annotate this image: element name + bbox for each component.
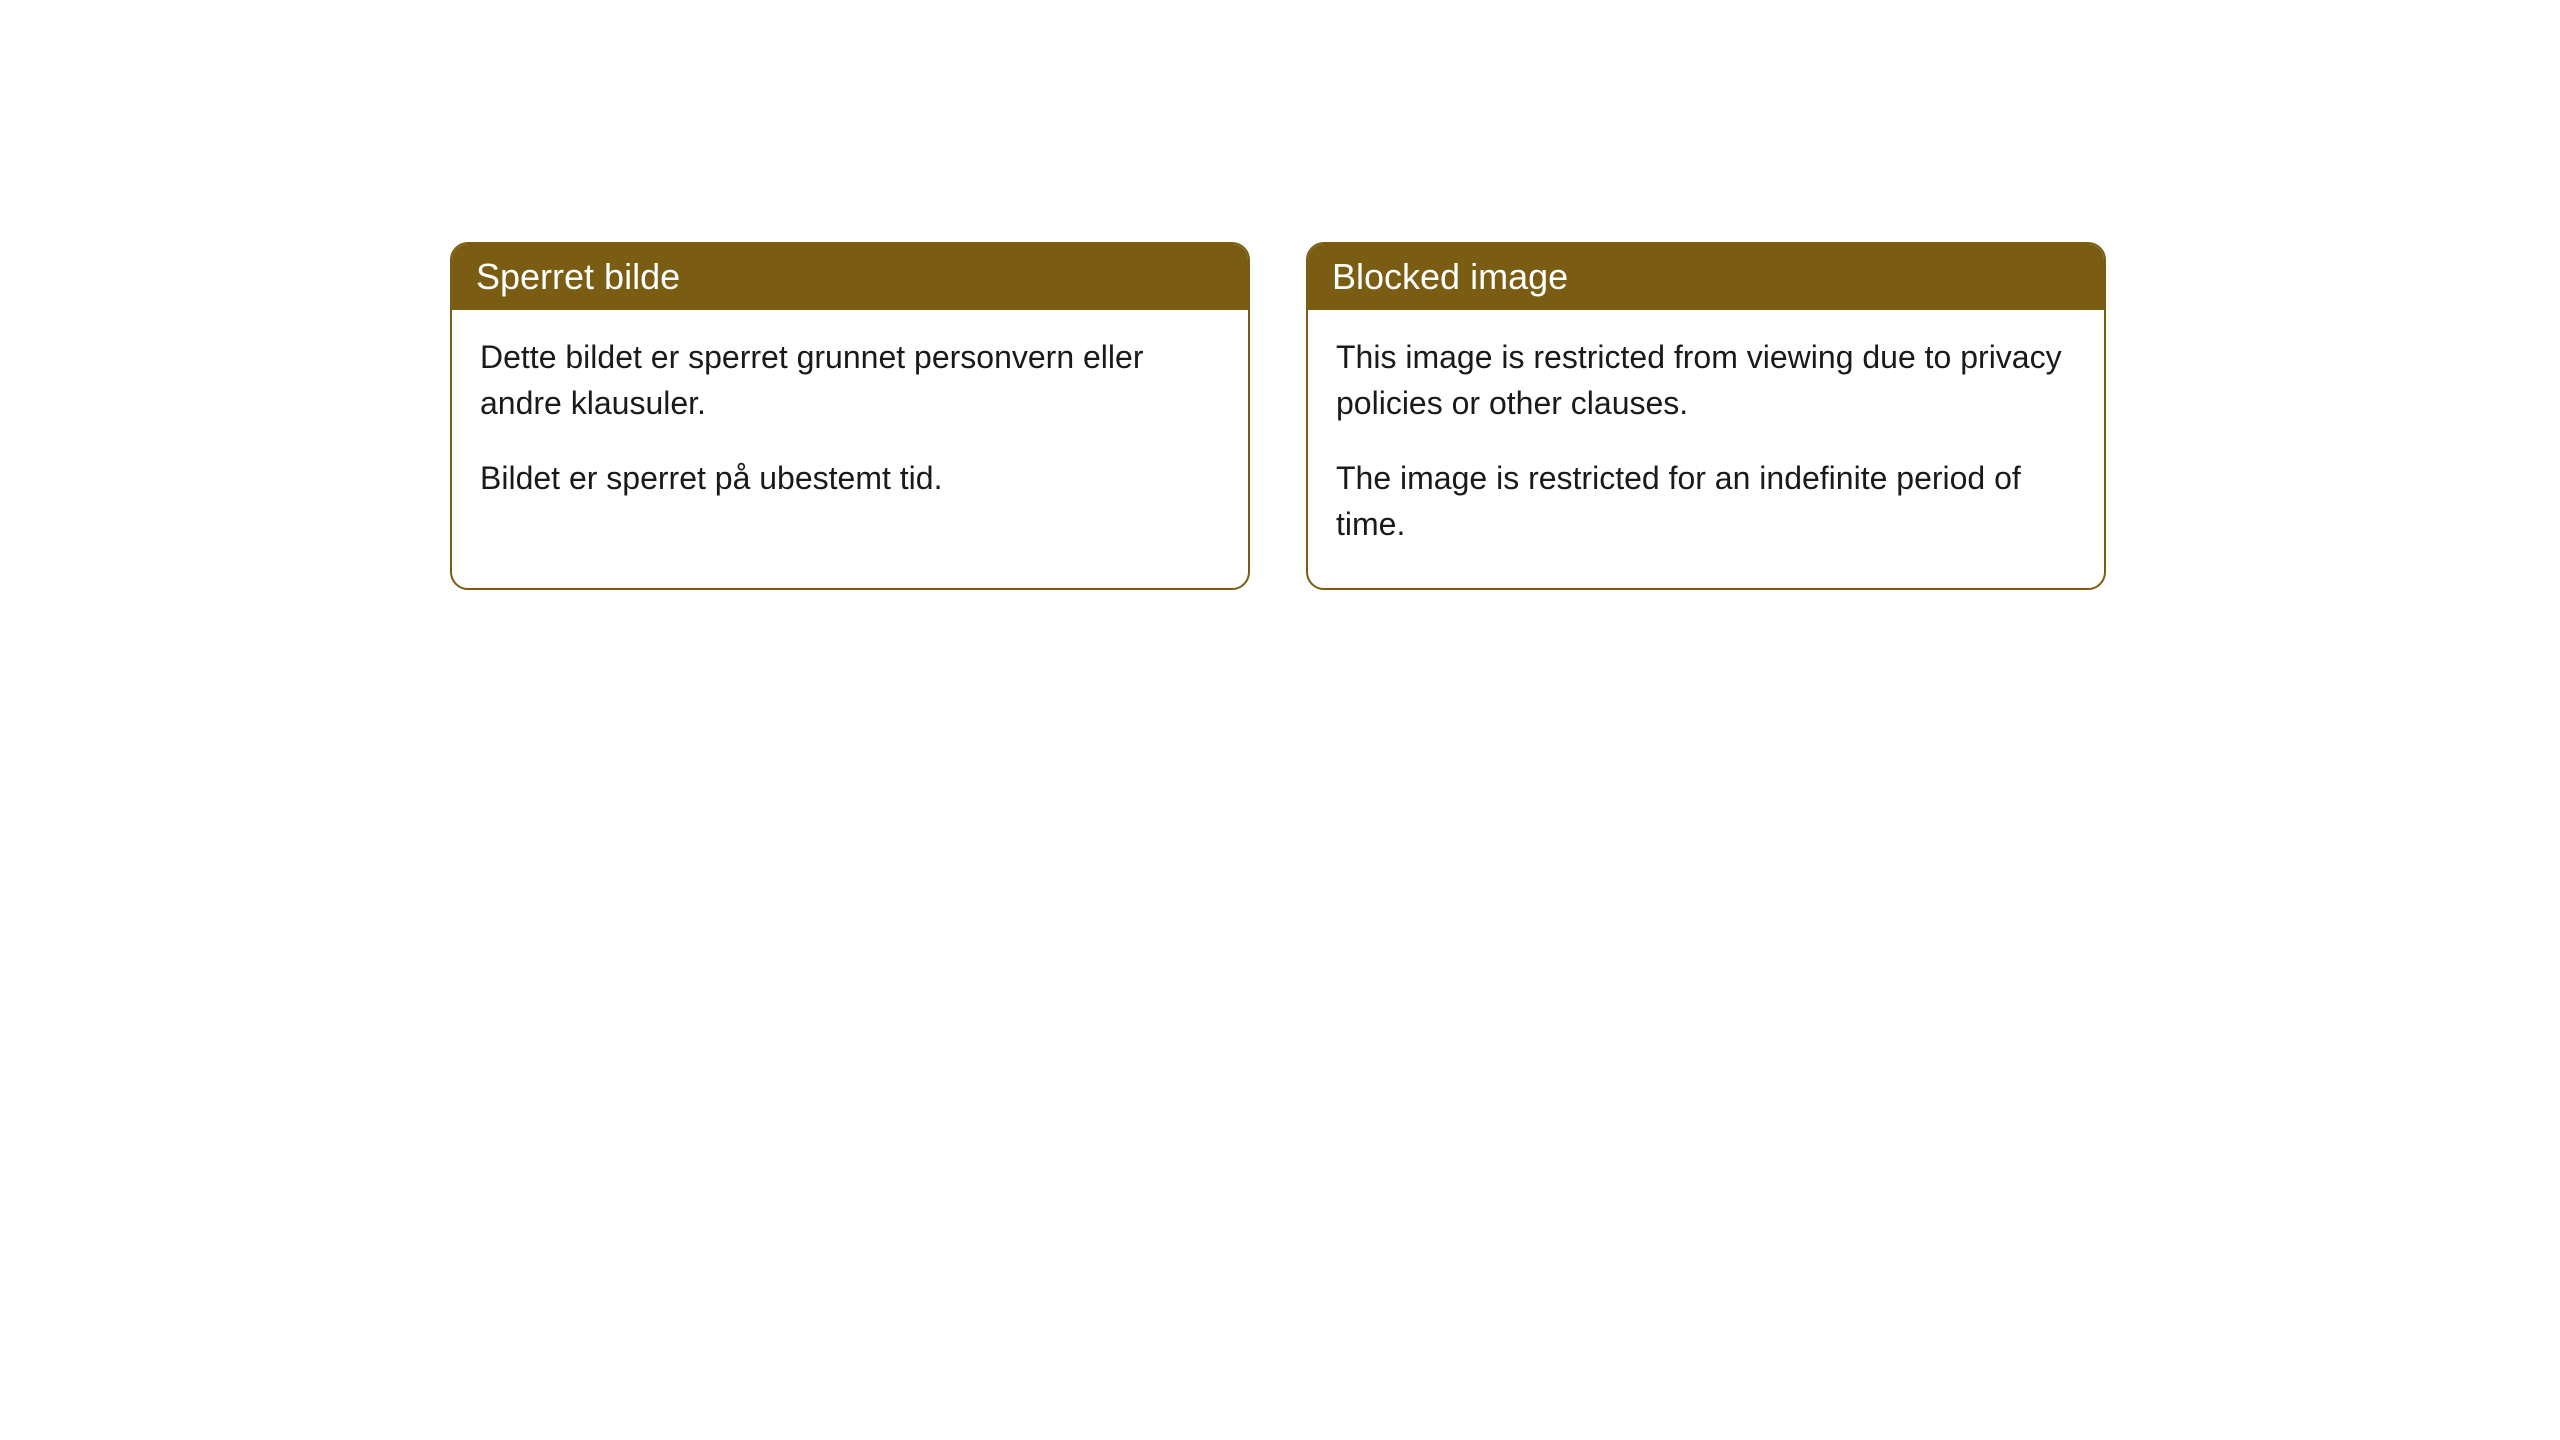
card-paragraph-1: This image is restricted from viewing du… [1336, 334, 2076, 427]
card-header: Sperret bilde [452, 244, 1248, 310]
card-body: Dette bildet er sperret grunnet personve… [452, 310, 1248, 541]
card-title: Blocked image [1332, 256, 1568, 297]
card-paragraph-1: Dette bildet er sperret grunnet personve… [480, 334, 1220, 427]
blocked-image-card-english: Blocked image This image is restricted f… [1306, 242, 2106, 590]
card-paragraph-2: The image is restricted for an indefinit… [1336, 455, 2076, 548]
blocked-image-card-norwegian: Sperret bilde Dette bildet er sperret gr… [450, 242, 1250, 590]
cards-container: Sperret bilde Dette bildet er sperret gr… [450, 242, 2106, 590]
card-paragraph-2: Bildet er sperret på ubestemt tid. [480, 455, 1220, 501]
card-body: This image is restricted from viewing du… [1308, 310, 2104, 588]
card-header: Blocked image [1308, 244, 2104, 310]
card-title: Sperret bilde [476, 256, 680, 297]
